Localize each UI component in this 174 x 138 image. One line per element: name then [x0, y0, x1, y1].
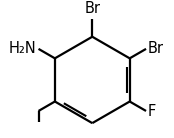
Text: Br: Br [148, 41, 164, 56]
Text: H₂N: H₂N [9, 41, 37, 56]
Text: Br: Br [84, 1, 100, 16]
Text: F: F [148, 104, 156, 119]
